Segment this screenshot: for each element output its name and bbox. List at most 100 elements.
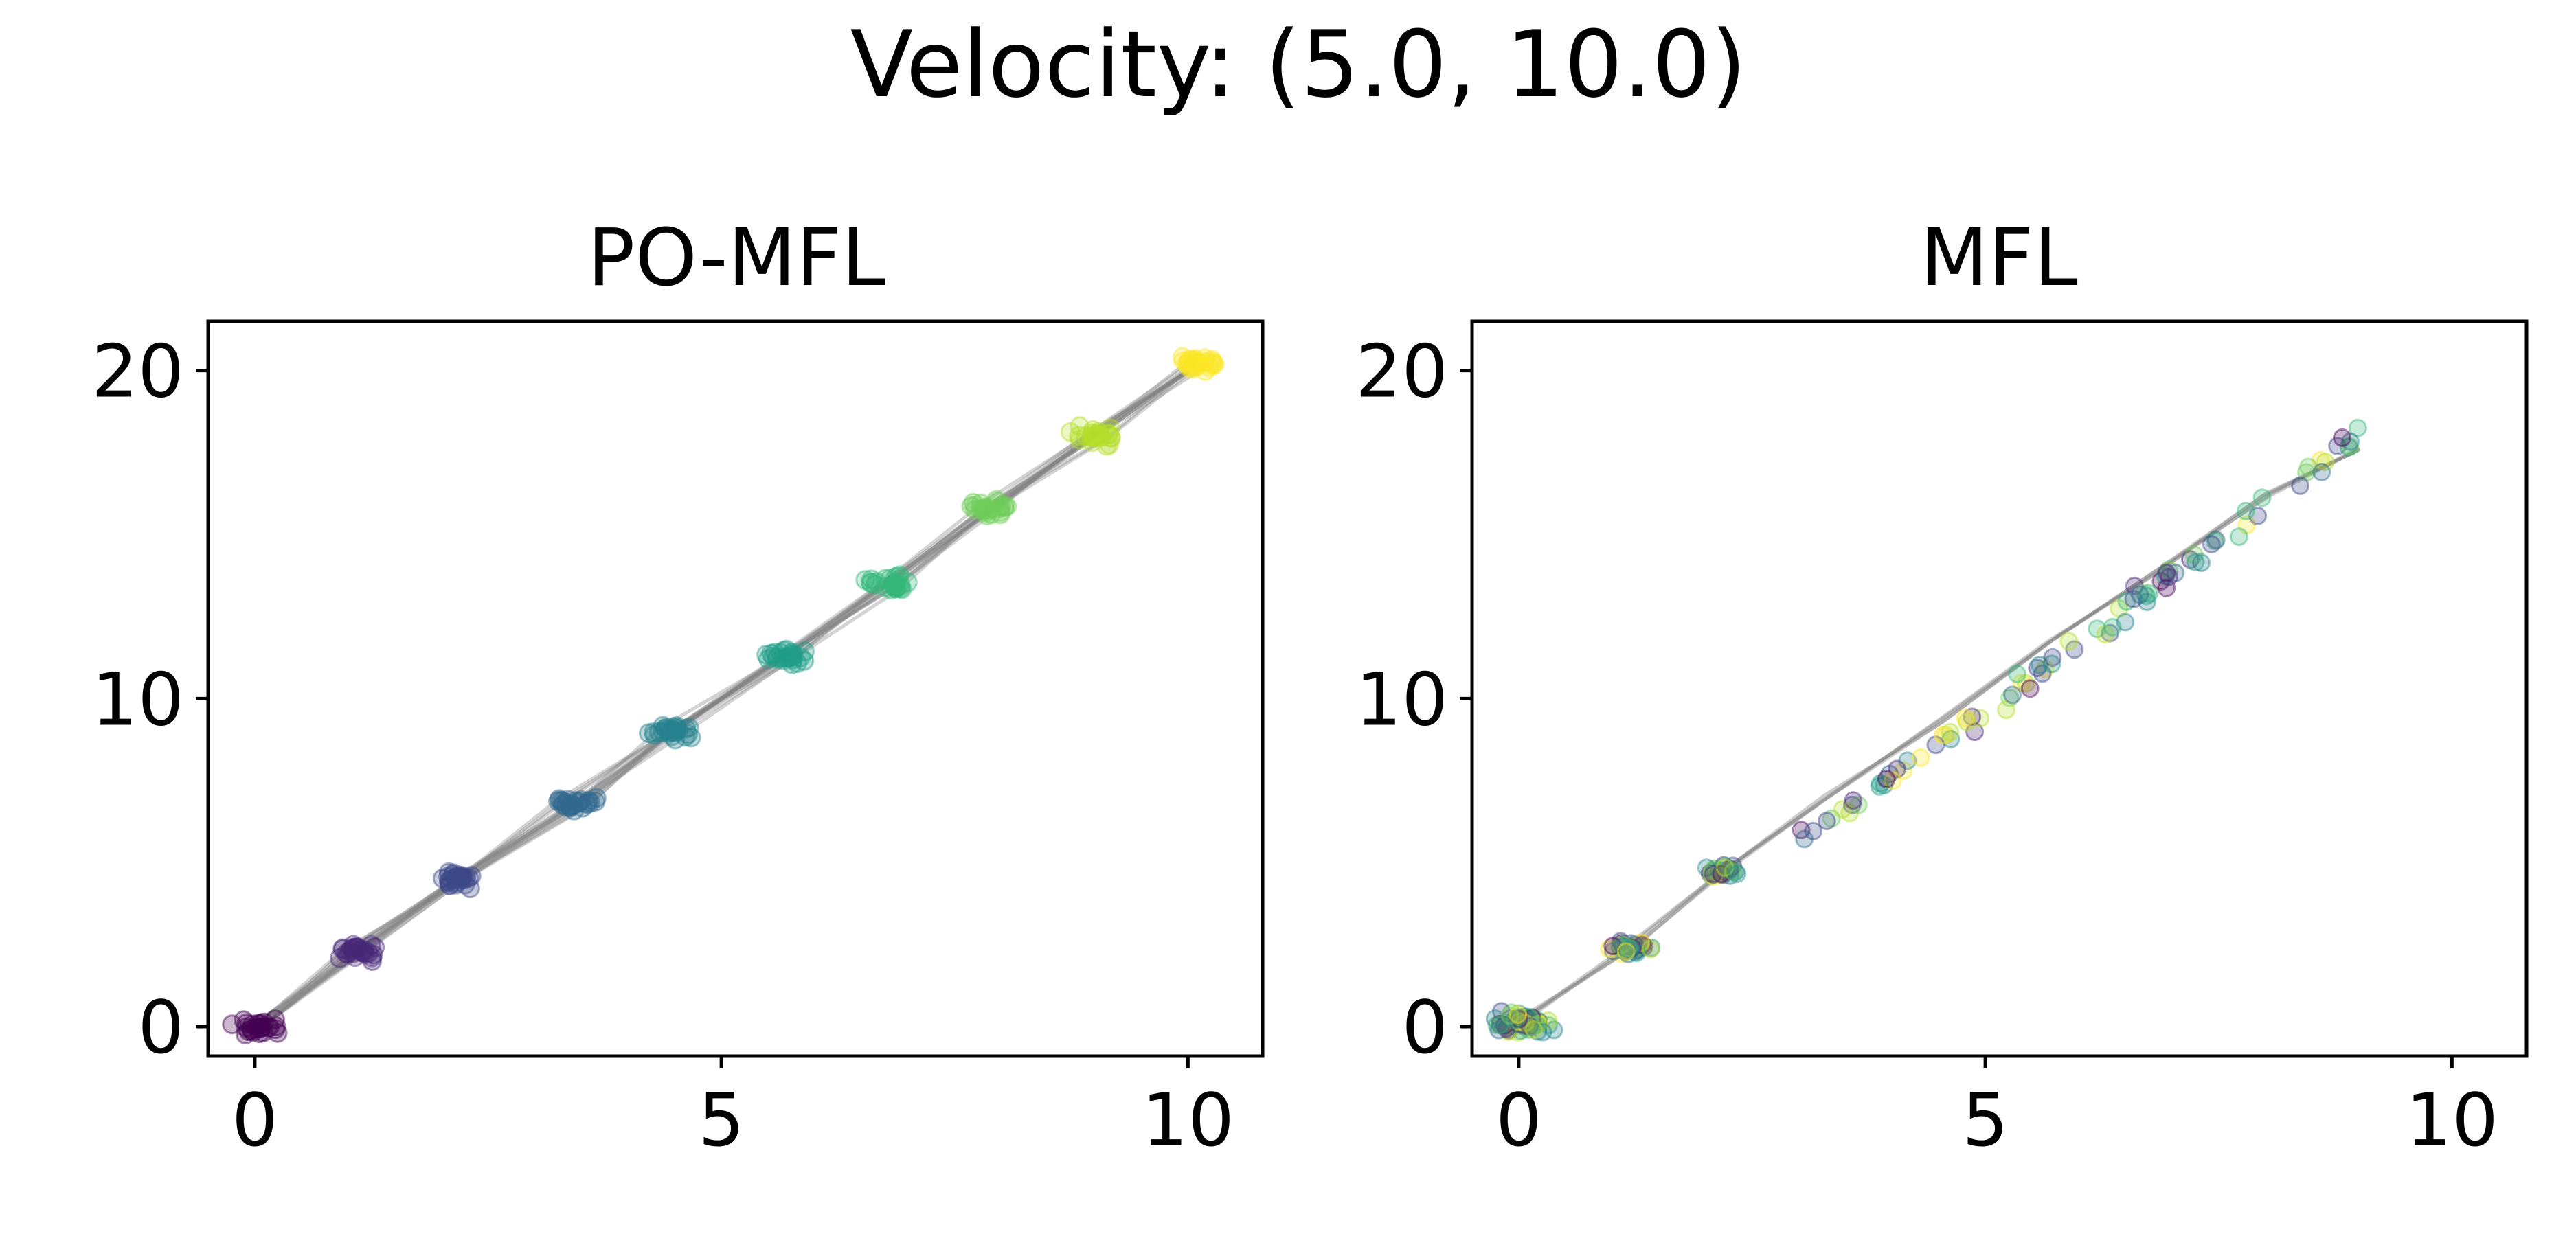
scatter-point xyxy=(978,499,998,520)
y-tick-label: 20 xyxy=(91,330,184,414)
scatter-point xyxy=(880,569,901,589)
scatter-point xyxy=(361,935,381,955)
scatter-point xyxy=(1513,1009,1533,1029)
scatter-point xyxy=(1963,707,1982,726)
scatter-point xyxy=(1971,709,1990,728)
scatter-point xyxy=(1702,867,1721,885)
scatter-point xyxy=(1085,424,1106,444)
scatter-point xyxy=(241,1020,262,1041)
scatter-point xyxy=(1611,932,1630,951)
po-mfl-title: PO-MFL xyxy=(587,212,885,304)
scatter-point xyxy=(1515,1016,1534,1035)
po-mfl-y-axis: 0 10 20 xyxy=(91,330,208,1070)
trajectory-line xyxy=(260,363,1196,1030)
trajectory-line xyxy=(261,362,1200,1029)
scatter-point xyxy=(979,499,999,520)
scatter-point xyxy=(974,498,995,518)
scatter-point xyxy=(1911,748,1930,767)
scatter-point xyxy=(586,788,607,808)
scatter-point xyxy=(2312,463,2331,481)
scatter-point xyxy=(1506,1011,1525,1031)
scatter-point xyxy=(578,791,599,811)
trajectory-line xyxy=(1514,448,2361,1023)
scatter-point xyxy=(548,791,568,812)
scatter-point xyxy=(1520,1016,1539,1035)
scatter-point xyxy=(679,718,699,738)
mfl-panel: MFL 0 5 10 0 10 20 xyxy=(1355,212,2529,1163)
scatter-point xyxy=(1184,350,1204,371)
scatter-point xyxy=(2192,553,2211,572)
scatter-point xyxy=(556,792,576,813)
scatter-point xyxy=(2248,506,2268,525)
mfl-points xyxy=(1485,418,2367,1042)
scatter-point xyxy=(1631,933,1651,952)
scatter-point xyxy=(1926,735,1945,755)
scatter-point xyxy=(975,498,996,518)
scatter-point xyxy=(2157,578,2176,597)
scatter-point xyxy=(438,862,459,882)
scatter-point xyxy=(363,944,383,965)
scatter-point xyxy=(343,943,364,963)
scatter-point xyxy=(1619,939,1638,958)
scatter-point xyxy=(782,646,802,666)
scatter-point xyxy=(450,867,471,888)
scatter-point xyxy=(1621,934,1640,953)
scatter-point xyxy=(249,1014,269,1035)
scatter-point xyxy=(662,726,682,746)
scatter-point xyxy=(1173,351,1194,371)
scatter-point xyxy=(365,937,385,957)
scatter-point xyxy=(1098,424,1118,445)
scatter-point xyxy=(2134,584,2154,603)
scatter-point xyxy=(1497,1019,1516,1038)
scatter-point xyxy=(971,499,991,518)
scatter-point xyxy=(892,579,912,599)
scatter-point xyxy=(1641,939,1660,959)
scatter-point xyxy=(888,566,907,586)
scatter-point xyxy=(439,871,460,891)
scatter-point xyxy=(787,653,808,674)
scatter-point xyxy=(362,947,382,968)
trajectory-line xyxy=(256,368,1193,1031)
scatter-point xyxy=(2101,623,2120,643)
scatter-point xyxy=(1082,423,1103,444)
scatter-point xyxy=(252,1017,273,1038)
scatter-point xyxy=(439,872,460,893)
scatter-point xyxy=(2116,613,2135,632)
scatter-point xyxy=(666,721,686,742)
scatter-point xyxy=(991,496,1012,517)
scatter-point xyxy=(447,866,468,886)
scatter-point xyxy=(2341,432,2360,451)
scatter-point xyxy=(1515,1014,1535,1033)
scatter-point xyxy=(1520,1016,1539,1035)
scatter-point xyxy=(861,573,881,593)
scatter-point xyxy=(2184,545,2204,564)
scatter-point xyxy=(1100,427,1121,448)
scatter-point xyxy=(664,717,685,737)
scatter-point xyxy=(345,947,365,968)
scatter-point xyxy=(1519,1018,1539,1037)
scatter-point xyxy=(354,940,374,961)
scatter-point xyxy=(1173,347,1193,367)
scatter-point xyxy=(2291,476,2310,495)
trajectory-line xyxy=(1520,446,2360,1025)
scatter-point xyxy=(556,797,576,817)
scatter-point xyxy=(1635,937,1654,957)
scatter-point xyxy=(343,935,363,955)
scatter-point xyxy=(866,572,887,593)
scatter-point xyxy=(2096,625,2115,644)
trajectory-line xyxy=(253,362,1204,1027)
scatter-point xyxy=(782,642,802,663)
scatter-point xyxy=(773,648,793,668)
scatter-point xyxy=(1502,1014,1522,1032)
scatter-point xyxy=(1202,354,1222,375)
scatter-point xyxy=(972,499,993,520)
scatter-point xyxy=(653,722,673,742)
scatter-point xyxy=(1728,865,1747,884)
scatter-point xyxy=(1629,937,1647,957)
scatter-point xyxy=(2137,586,2156,606)
scatter-point xyxy=(2205,531,2224,551)
scatter-point xyxy=(1069,426,1089,446)
scatter-point xyxy=(351,941,372,961)
scatter-point xyxy=(1495,1016,1514,1035)
scatter-point xyxy=(222,1014,242,1035)
